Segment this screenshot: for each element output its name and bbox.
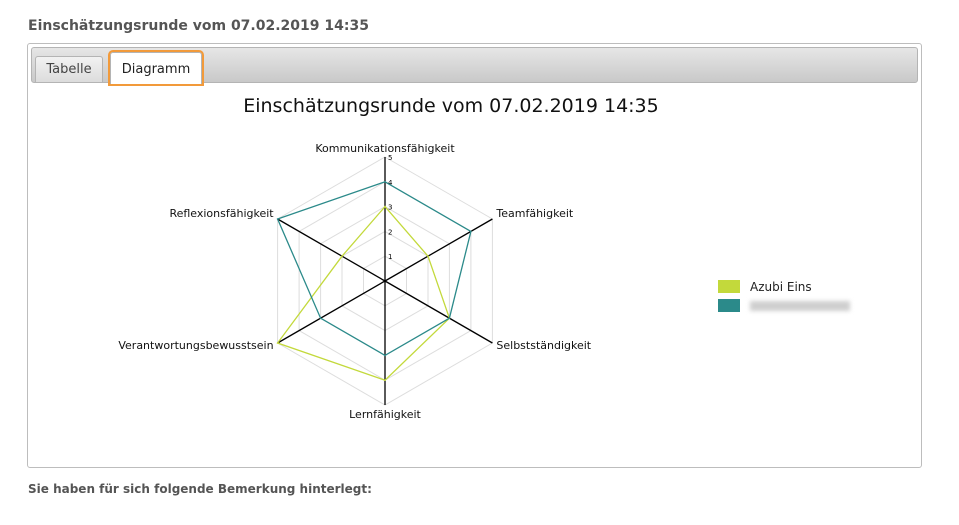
category-label: Selbstständigkeit [496,339,591,352]
data-point [341,255,343,257]
data-point [384,379,386,382]
data-point [384,354,386,357]
legend-label: Azubi Eins [750,280,812,294]
category-label: Reflexionsfähigkeit [169,207,274,220]
tick-label: 4 [388,179,393,187]
data-point [276,218,279,220]
tick-label: 3 [388,204,392,212]
page-title: Einschätzungsrunde vom 07.02.2019 14:35 [28,18,369,34]
data-point [384,205,386,208]
axis-line [277,280,386,344]
data-point [470,230,472,233]
axis-line [384,280,493,344]
tick-label: 2 [388,228,392,236]
tab-bar: Tabelle Diagramm [31,47,918,86]
tab-tabelle[interactable]: Tabelle [35,56,103,82]
legend-swatch-1 [718,299,740,312]
chart-title: Einschätzungsrunde vom 07.02.2019 14:35 [243,95,659,117]
category-label: Verantwortungsbewusstsein [118,339,273,352]
legend-label-redacted [750,301,850,311]
radar-chart: Einschätzungsrunde vom 07.02.2019 14:35 1… [118,95,850,421]
series-line-1 [276,181,472,357]
data-point [384,181,386,183]
chart-panel: Tabelle Diagramm Einschätzungsrunde vom … [27,43,922,468]
axis-line [277,218,386,282]
data-point [427,255,429,257]
category-label: Kommunikationsfähigkeit [315,142,455,155]
tick-label: 5 [388,154,392,162]
data-point [319,317,322,320]
category-label: Teamfähigkeit [495,207,573,220]
data-point [276,342,279,344]
legend-swatch-0 [718,280,740,293]
axis-line [384,218,493,282]
tab-diagramm[interactable]: Diagramm [108,50,204,86]
comment-label: Sie haben für sich folgende Bemerkung hi… [28,482,372,496]
tick-label: 1 [388,253,392,261]
data-point [448,317,451,320]
category-label: Lernfähigkeit [349,408,421,421]
